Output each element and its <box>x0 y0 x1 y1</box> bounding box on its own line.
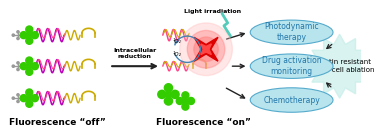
Circle shape <box>26 57 33 64</box>
Text: ¹O₂: ¹O₂ <box>172 52 181 57</box>
Text: ¹O₂: ¹O₂ <box>172 39 181 44</box>
Circle shape <box>26 37 33 44</box>
Circle shape <box>17 31 19 33</box>
Ellipse shape <box>250 54 333 78</box>
Circle shape <box>17 62 19 64</box>
Polygon shape <box>201 44 211 55</box>
Circle shape <box>31 95 39 102</box>
Text: Fluorescence “on”: Fluorescence “on” <box>156 118 251 127</box>
Circle shape <box>26 89 33 96</box>
Circle shape <box>17 94 19 96</box>
Circle shape <box>183 98 188 104</box>
Circle shape <box>176 97 183 104</box>
Circle shape <box>164 97 172 105</box>
Circle shape <box>27 33 32 38</box>
Circle shape <box>22 65 24 67</box>
Polygon shape <box>308 34 372 98</box>
Text: Light irradiation: Light irradiation <box>184 9 241 14</box>
Circle shape <box>182 103 189 110</box>
Text: Fluorescence “off”: Fluorescence “off” <box>9 118 106 127</box>
Circle shape <box>20 32 27 39</box>
Circle shape <box>27 64 32 69</box>
Text: Cisplatin resistant
Cancer cell ablation: Cisplatin resistant Cancer cell ablation <box>305 59 374 73</box>
Circle shape <box>27 96 32 101</box>
Circle shape <box>17 68 19 71</box>
Text: Drug activation
monitoring: Drug activation monitoring <box>262 56 321 76</box>
Circle shape <box>187 30 225 68</box>
Ellipse shape <box>250 88 333 112</box>
Circle shape <box>22 97 24 99</box>
Circle shape <box>26 68 33 75</box>
Circle shape <box>31 63 39 70</box>
Circle shape <box>12 65 14 67</box>
Polygon shape <box>194 37 218 61</box>
Circle shape <box>171 90 179 99</box>
Circle shape <box>31 32 39 39</box>
Text: Chemotherapy: Chemotherapy <box>263 95 320 104</box>
Circle shape <box>187 97 195 104</box>
Text: Intracellular
reduction: Intracellular reduction <box>113 48 156 59</box>
Circle shape <box>180 23 232 76</box>
Circle shape <box>12 97 14 99</box>
Circle shape <box>194 37 218 61</box>
Circle shape <box>182 92 189 99</box>
Circle shape <box>17 100 19 103</box>
Circle shape <box>20 63 27 70</box>
Ellipse shape <box>250 20 333 45</box>
Circle shape <box>164 84 172 92</box>
Circle shape <box>20 95 27 102</box>
Circle shape <box>26 26 33 33</box>
Circle shape <box>26 100 33 107</box>
Circle shape <box>158 90 166 99</box>
Circle shape <box>17 37 19 40</box>
Circle shape <box>12 34 14 36</box>
Circle shape <box>22 34 24 36</box>
Circle shape <box>166 91 171 97</box>
Text: Photodynamic
therapy: Photodynamic therapy <box>264 22 319 42</box>
